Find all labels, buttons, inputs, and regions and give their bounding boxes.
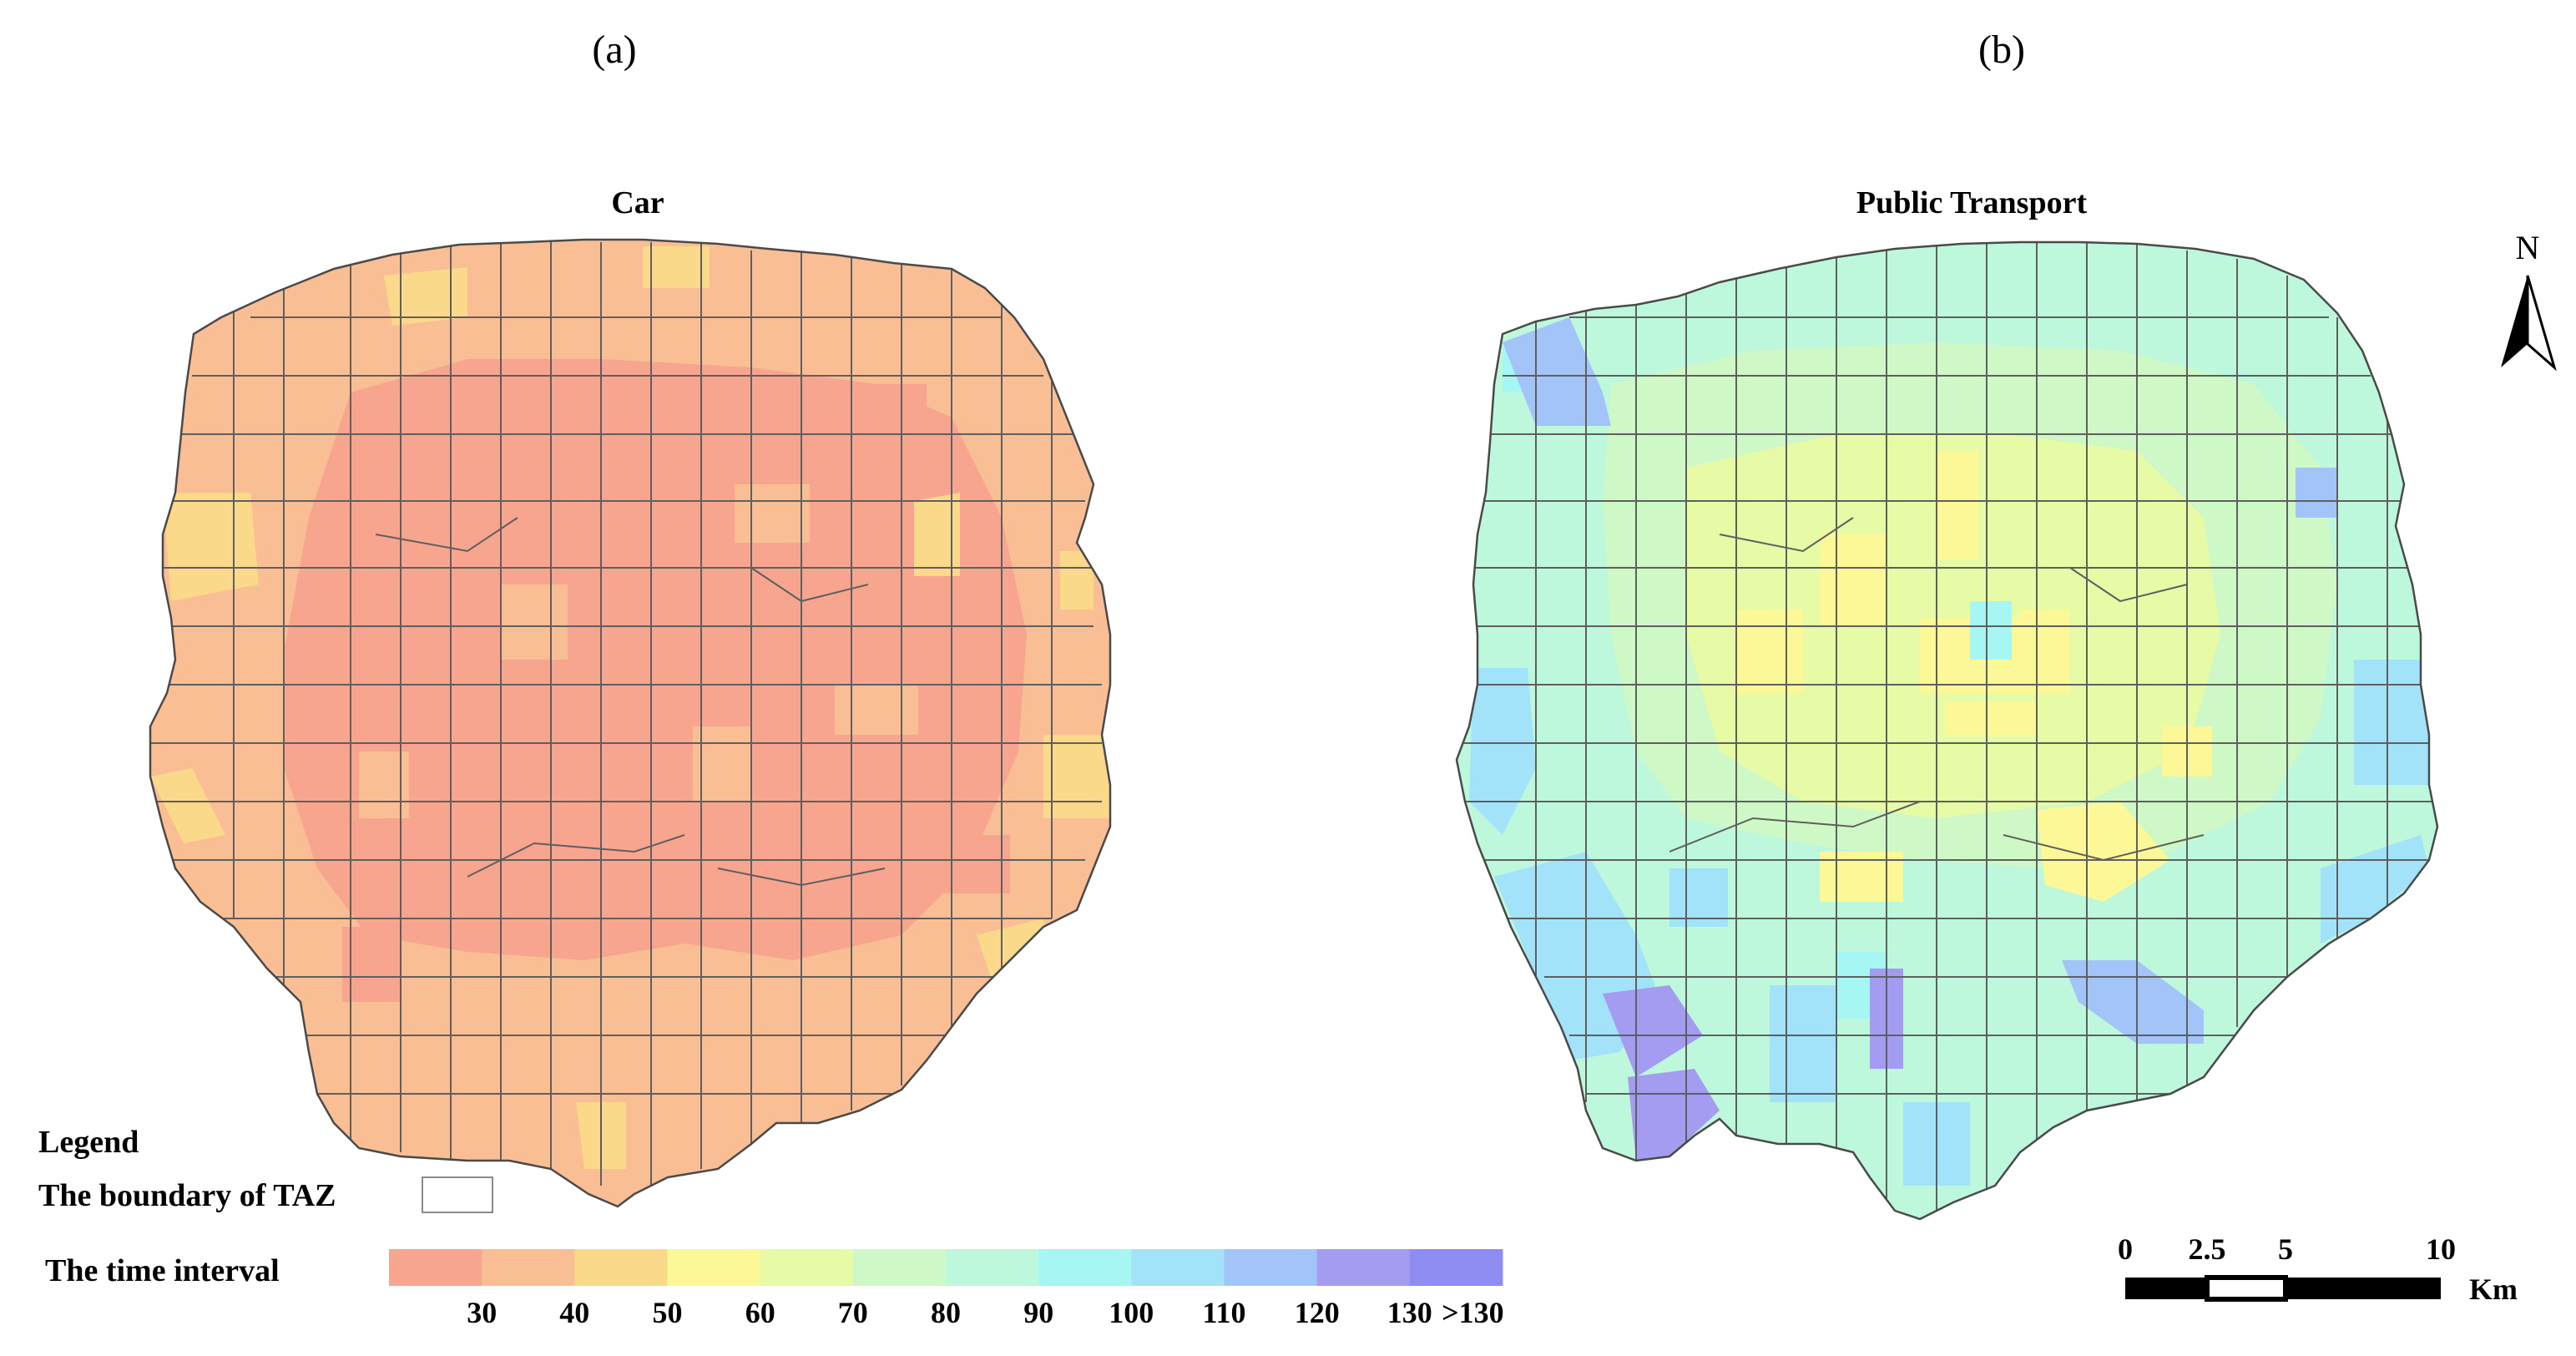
legend-swatch-4 (667, 1249, 761, 1286)
car-zone-50 (1043, 735, 1110, 818)
scale-label-10: 10 (2426, 1232, 2456, 1266)
legend-color-ramp (389, 1249, 1503, 1286)
legend-tick-labels: 30 40 50 60 70 80 90 100 110 120 130 >130 (467, 1296, 1503, 1329)
car-map (149, 238, 1112, 1208)
legend-tick-label: 60 (745, 1296, 775, 1329)
north-arrow-icon-half (2526, 275, 2557, 372)
scale-label-5: 5 (2278, 1232, 2293, 1266)
pt-zone-130 (1603, 985, 1703, 1077)
legend-swatch-2 (482, 1249, 575, 1286)
car-zone-30 (351, 468, 417, 543)
legend-swatch-8 (1038, 1249, 1132, 1286)
north-arrow-icon (2501, 276, 2528, 367)
legend-tick-label: 30 (467, 1296, 497, 1329)
car-zone-core (284, 359, 1027, 960)
legend-boundary-swatch (422, 1176, 493, 1213)
car-zone-50 (643, 246, 710, 288)
legend-tick-label: 130 (1387, 1296, 1432, 1329)
pt-zone-130 (1628, 1069, 1720, 1161)
car-zone-30 (918, 835, 1010, 893)
scale-unit: Km (2469, 1273, 2518, 1306)
pt-zone-100 (1970, 601, 2012, 660)
legend-tick-label: 70 (838, 1296, 868, 1329)
legend-swatch-6 (852, 1249, 947, 1286)
pt-zone-110 (1469, 668, 1536, 835)
legend-tick-label: 110 (1202, 1296, 1245, 1329)
legend-swatch-1 (389, 1249, 482, 1286)
car-taz-boundaries (150, 242, 1102, 1186)
pt-zone-120 (1503, 317, 1611, 426)
scale-segment-1 (2125, 1278, 2207, 1299)
legend-boundary-label: The boundary of TAZ (38, 1178, 336, 1213)
pt-zone-60 (1937, 451, 1978, 559)
car-zone-40 (693, 726, 751, 802)
north-arrow: N (2501, 229, 2557, 372)
car-map-zones (150, 240, 1110, 1207)
legend-swatch-3 (574, 1249, 668, 1286)
legend-swatch-7 (946, 1249, 1039, 1286)
car-map-title: Car (611, 185, 664, 220)
legend-swatch-12 (1409, 1249, 1503, 1286)
legend-tick-label: >130 (1442, 1296, 1504, 1329)
car-zone-50 (163, 493, 259, 601)
legend-tick-label: 80 (931, 1296, 961, 1329)
pt-zone-120 (2296, 468, 2337, 518)
car-zone-40 (735, 484, 810, 543)
car-zone-40 (501, 584, 568, 660)
legend-interval-label: The time interval (45, 1253, 280, 1288)
legend-swatch-5 (760, 1249, 854, 1286)
pt-map (1455, 240, 2439, 1221)
car-zone-50 (1060, 551, 1094, 610)
panel-b-label: (b) (1978, 28, 2025, 72)
legend-tick-label: 50 (653, 1296, 683, 1329)
panel-a-label: (a) (592, 28, 636, 72)
legend-swatch-10 (1224, 1249, 1318, 1286)
legend-heading: Legend (38, 1125, 139, 1160)
legend-tick-label: 90 (1023, 1296, 1053, 1329)
legend-tick-label: 120 (1295, 1296, 1340, 1329)
legend-tick-label: 40 (559, 1296, 589, 1329)
pt-zone-110 (2321, 835, 2429, 944)
car-zone-40 (835, 685, 918, 735)
car-zone-50 (384, 267, 467, 326)
pt-zone-120 (2062, 960, 2204, 1044)
pt-zone-110 (1669, 868, 1728, 927)
car-zone-30 (526, 376, 626, 443)
pt-map-title: Public Transport (1856, 185, 2088, 220)
car-zone-50 (150, 768, 225, 843)
pt-taz-boundaries (1457, 242, 2437, 1219)
car-zone-30 (868, 384, 927, 476)
north-label: N (2516, 229, 2540, 266)
pt-zone-60 (1736, 610, 1803, 693)
legend: Legend The boundary of TAZ The time inte… (38, 1125, 1504, 1329)
pt-zone-60 (1820, 534, 1887, 626)
pt-zone-60 (2020, 610, 2070, 693)
pt-zone-110 (1770, 985, 1836, 1102)
car-zone-30 (342, 927, 401, 1002)
scale-bar: 0 2.5 5 10 Km (2118, 1232, 2518, 1306)
pt-zone-110 (2354, 660, 2429, 785)
car-zone-50 (914, 493, 960, 576)
scale-segment-2 (2205, 1275, 2288, 1302)
legend-swatch-9 (1131, 1249, 1225, 1286)
legend-swatch-11 (1316, 1249, 1411, 1286)
scale-label-2.5: 2.5 (2189, 1232, 2226, 1266)
pt-zone-60 (1945, 701, 2037, 735)
legend-tick-label: 100 (1109, 1296, 1154, 1329)
scale-label-0: 0 (2118, 1232, 2133, 1266)
pt-map-zones (1457, 242, 2437, 1219)
scale-segment-3 (2286, 1278, 2441, 1299)
